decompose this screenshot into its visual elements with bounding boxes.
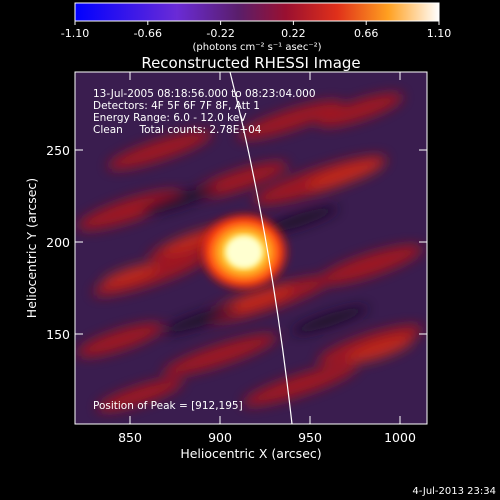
x-tick-label: 900	[208, 430, 232, 445]
colorbar-tick-label: -1.10	[61, 27, 89, 40]
y-tick-label: 250	[46, 143, 70, 158]
colorbar-ticks	[74, 21, 440, 25]
colorbar-tick-label: 0.22	[281, 27, 306, 40]
colorbar-tick-label: -0.66	[134, 27, 162, 40]
colorbar-tick-label: 0.66	[354, 27, 379, 40]
x-tick-label: 1000	[384, 430, 416, 445]
colorbar-tick-label: -0.22	[206, 27, 234, 40]
plot-title: Reconstructed RHESSI Image	[141, 54, 360, 72]
colorbar	[74, 2, 440, 22]
y-tick-label: 200	[46, 235, 70, 250]
x-tick-label: 850	[118, 430, 142, 445]
detectors-text: Detectors: 4F 5F 6F 7F 8F, Att 1	[93, 100, 260, 112]
x-axis-label: Heliocentric X (arcsec)	[180, 446, 321, 461]
colorbar-tick-label: 1.10	[427, 27, 452, 40]
time-range-text: 13-Jul-2005 08:18:56.000 to 08:23:04.000	[93, 88, 316, 100]
solar-limb-curve	[229, 72, 293, 424]
y-tick-label: 150	[46, 327, 70, 342]
reconstructed-image	[75, 72, 427, 424]
peak-position-text: Position of Peak = [912,195]	[93, 400, 243, 412]
plot-frame	[74, 71, 428, 425]
x-axis-ticks	[129, 72, 401, 424]
generated-timestamp: 4-Jul-2013 23:34	[412, 486, 496, 497]
colorbar-units-label: (photons cm⁻² s⁻¹ asec⁻²)	[192, 42, 321, 53]
x-tick-label: 950	[298, 430, 322, 445]
y-axis-label: Heliocentric Y (arcsec)	[24, 178, 39, 318]
energy-range-text: Energy Range: 6.0 - 12.0 keV	[93, 112, 247, 124]
clean-counts-text: Clean Total counts: 2.78E+04	[93, 124, 262, 136]
y-axis-ticks	[75, 149, 427, 335]
